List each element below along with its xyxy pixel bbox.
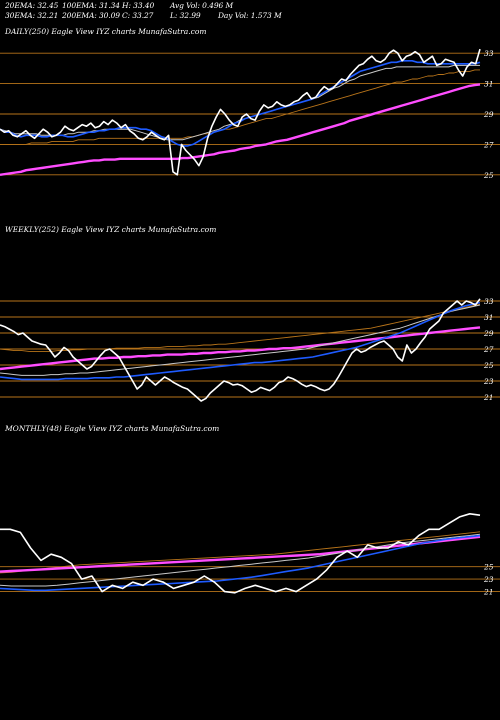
stat-ema20: 20EMA: 32.45 <box>5 1 59 10</box>
series-ema-brown <box>0 69 480 145</box>
y-tick-label: 23 <box>483 575 494 584</box>
weekly-panel-title: WEEKLY(252) Eagle View IYZ charts Munafa… <box>5 225 217 234</box>
series-ema-brown <box>0 531 481 574</box>
y-tick-label: 29 <box>483 110 494 119</box>
weekly-panel: 33 31 29 27 25 23 21 <box>0 297 500 402</box>
stat-ema200: 200EMA: 30.09 <box>62 11 120 20</box>
y-tick-label: 33 <box>484 49 494 58</box>
series-price <box>0 298 481 402</box>
y-tick-label: 27 <box>483 140 494 149</box>
series-price <box>0 48 481 176</box>
daily-panel: 33 31 29 27 25 <box>0 48 500 180</box>
stat-close: C: 33.27 <box>122 11 154 20</box>
y-tick-label: 25 <box>483 171 494 180</box>
y-tick-label: 33 <box>484 297 494 306</box>
stat-high: H: 33.40 <box>122 1 155 10</box>
series-ema-mid <box>0 304 481 376</box>
y-tick-label: 21 <box>483 588 494 597</box>
series-ema-short <box>0 301 481 381</box>
y-tick-label: 27 <box>483 345 494 354</box>
y-tick-label: 31 <box>484 313 494 322</box>
monthly-panel: 25 23 21 <box>0 512 500 597</box>
series-ema-long <box>0 535 481 573</box>
monthly-panel-title: MONTHLY(48) Eagle View IYZ charts Munafa… <box>5 424 220 433</box>
series-price <box>0 512 481 594</box>
y-tick-label: 31 <box>484 80 494 89</box>
y-tick-label: 21 <box>483 393 494 402</box>
stat-ema30: 30EMA: 32.21 <box>5 11 59 20</box>
y-tick-label: 25 <box>483 563 494 572</box>
stat-avg-vol: Avg Vol: 0.496 M <box>170 1 234 10</box>
series-ema-long <box>0 326 481 371</box>
stat-ema100: 100EMA: 31.34 <box>62 1 120 10</box>
y-tick-label: 23 <box>483 377 494 386</box>
stat-day-vol: Day Vol: 1.573 M <box>218 11 282 20</box>
y-tick-label: 25 <box>483 361 494 370</box>
y-tick-label: 29 <box>483 329 494 338</box>
series-ema-long <box>0 83 481 176</box>
stat-low: L: 32.99 <box>170 11 201 20</box>
daily-panel-title: DAILY(250) Eagle View IYZ charts MunafaS… <box>5 27 207 36</box>
series-ema-brown <box>0 303 481 352</box>
series-ema-short <box>0 534 481 592</box>
